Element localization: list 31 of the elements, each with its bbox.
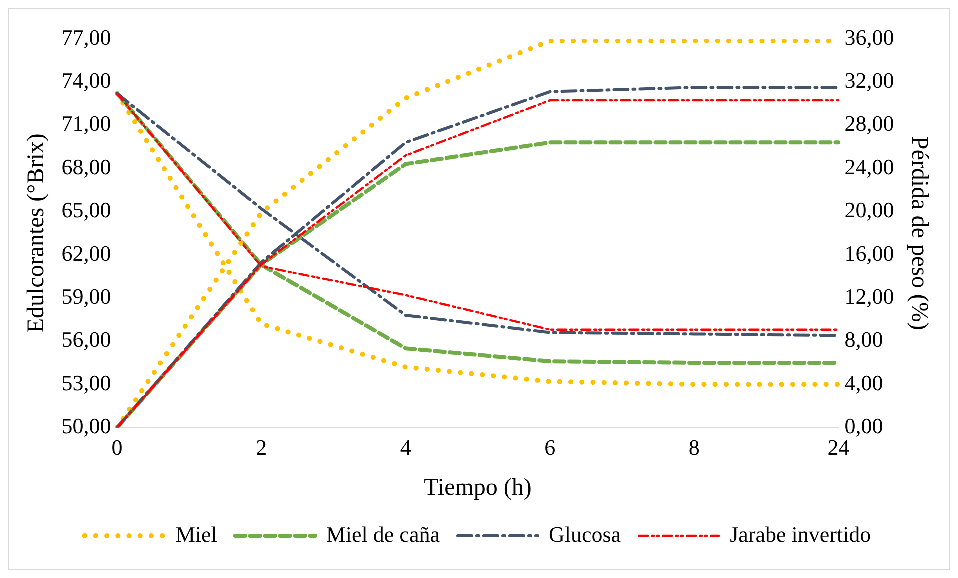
x-tick-label: 4 [400,434,412,460]
y2-tick-label: 4,00 [844,370,884,396]
x-tick-label: 2 [256,434,268,460]
x-tick-label: 6 [544,434,556,460]
y2-tick-label: 28,00 [844,111,894,136]
y-tick-label: 74,00 [62,68,112,93]
y2-axis-title: Pérdida de peso (%) [906,136,932,330]
legend-label: Glucosa [548,522,622,547]
y2-tick-label: 36,00 [844,24,894,50]
y-tick-label: 68,00 [62,154,112,180]
y-tick-label: 50,00 [62,414,112,439]
x-tick-label: 0 [112,434,123,460]
y2-tick-label: 32,00 [844,68,894,93]
x-axis-title: Tiempo (h) [424,474,532,501]
y-tick-label: 77,00 [62,24,112,50]
y-tick-label: 56,00 [62,327,112,352]
y-tick-label: 53,00 [62,370,112,396]
y2-tick-label: 12,00 [844,284,894,309]
legend-label: Miel de caña [326,522,440,547]
y-axis-title: Edulcorantes (°Brix) [24,134,50,334]
legend-label: Jarabe invertido [730,522,872,547]
x-tick-label: 8 [688,434,700,460]
y-tick-label: 71,00 [62,111,112,136]
y2-tick-label: 24,00 [844,154,894,180]
y2-tick-label: 16,00 [844,240,894,266]
y2-tick-label: 8,00 [844,327,884,352]
y-tick-label: 62,00 [62,240,112,266]
y-tick-label: 65,00 [62,198,112,223]
y-tick-label: 59,00 [62,284,112,309]
legend-label: Miel [176,522,218,547]
y2-tick-label: 20,00 [844,198,894,223]
